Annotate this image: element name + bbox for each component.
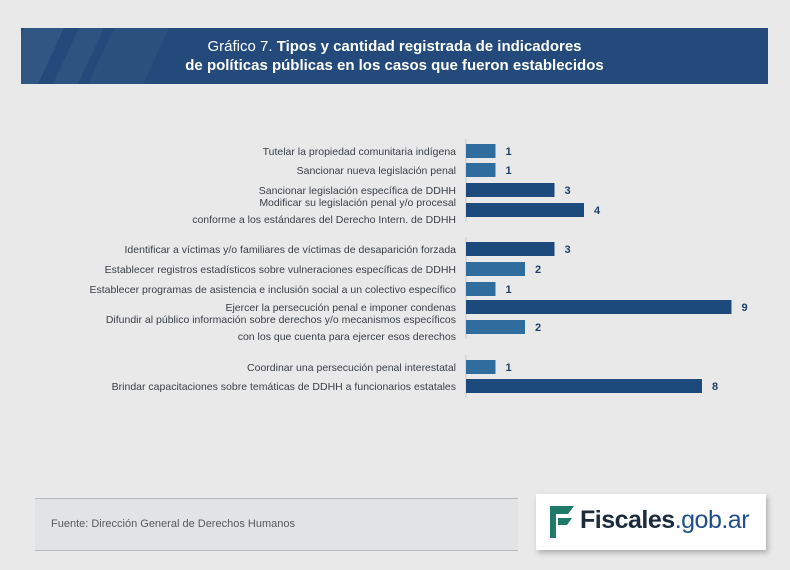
category-label: Establecer registros estadísticos sobre … bbox=[105, 264, 456, 276]
data-label: 2 bbox=[535, 322, 541, 334]
bar bbox=[466, 262, 525, 276]
category-label: Modificar su legislación penal y/o proce… bbox=[259, 197, 456, 209]
category-label: Tutelar la propiedad comunitaria indígen… bbox=[263, 146, 457, 158]
category-label: Sancionar nueva legislación penal bbox=[297, 165, 456, 177]
bar bbox=[466, 242, 555, 256]
data-label: 3 bbox=[565, 244, 571, 256]
data-label: 1 bbox=[506, 284, 512, 296]
bar bbox=[466, 360, 496, 374]
category-label: Identificar a víctimas y/o familiares de… bbox=[125, 244, 457, 256]
category-label: Sancionar legislación específica de DDHH bbox=[259, 185, 456, 197]
bar-chart: 1 Tutelar la propiedad comunitaria indíge… bbox=[89, 139, 748, 398]
logo-name: Fiscales bbox=[580, 506, 675, 534]
data-label: 9 bbox=[742, 302, 748, 314]
chart-title: Gráfico 7. Tipos y cantidad registrada d… bbox=[21, 37, 768, 75]
bar bbox=[466, 163, 496, 177]
chart-header: Gráfico 7. Tipos y cantidad registrada d… bbox=[21, 28, 768, 84]
title-prefix: Gráfico 7. bbox=[207, 38, 273, 55]
bar bbox=[466, 282, 496, 296]
category-label: Brindar capacitaciones sobre temáticas d… bbox=[112, 381, 456, 393]
category-label: Difundir al público información sobre de… bbox=[106, 314, 456, 326]
data-label: 4 bbox=[594, 205, 601, 217]
bar bbox=[466, 203, 584, 217]
category-label: Ejercer la persecución penal e imponer c… bbox=[225, 302, 456, 314]
title-line-1: Tipos y cantidad registrada de indicador… bbox=[276, 38, 582, 55]
data-label: 8 bbox=[712, 381, 718, 393]
category-label: Establecer programas de asistencia e inc… bbox=[89, 284, 456, 296]
bar bbox=[466, 144, 496, 158]
data-label: 2 bbox=[535, 264, 541, 276]
bar bbox=[466, 379, 702, 393]
bar bbox=[466, 300, 732, 314]
source-box: Fuente: Dirección General de Derechos Hu… bbox=[35, 498, 518, 551]
logo-text: Fiscales.gob.ar bbox=[580, 506, 750, 535]
bar bbox=[466, 183, 555, 197]
fiscales-logo: Fiscales.gob.ar bbox=[536, 494, 766, 550]
data-label: 1 bbox=[506, 362, 512, 374]
bar bbox=[466, 320, 525, 334]
source-text: Fuente: Dirección General de Derechos Hu… bbox=[51, 518, 295, 530]
data-label: 1 bbox=[506, 165, 512, 177]
data-label: 1 bbox=[506, 146, 512, 158]
data-label: 3 bbox=[565, 185, 571, 197]
logo-flag-icon bbox=[550, 506, 574, 538]
category-label: con los que cuenta para ejercer esos der… bbox=[238, 331, 456, 343]
category-label: Coordinar una persecución penal interest… bbox=[247, 362, 456, 374]
category-label: conforme a los estándares del Derecho In… bbox=[192, 214, 456, 226]
title-line-2: de políticas públicas en los casos que f… bbox=[185, 57, 604, 74]
logo-domain: .gob.ar bbox=[674, 506, 750, 534]
